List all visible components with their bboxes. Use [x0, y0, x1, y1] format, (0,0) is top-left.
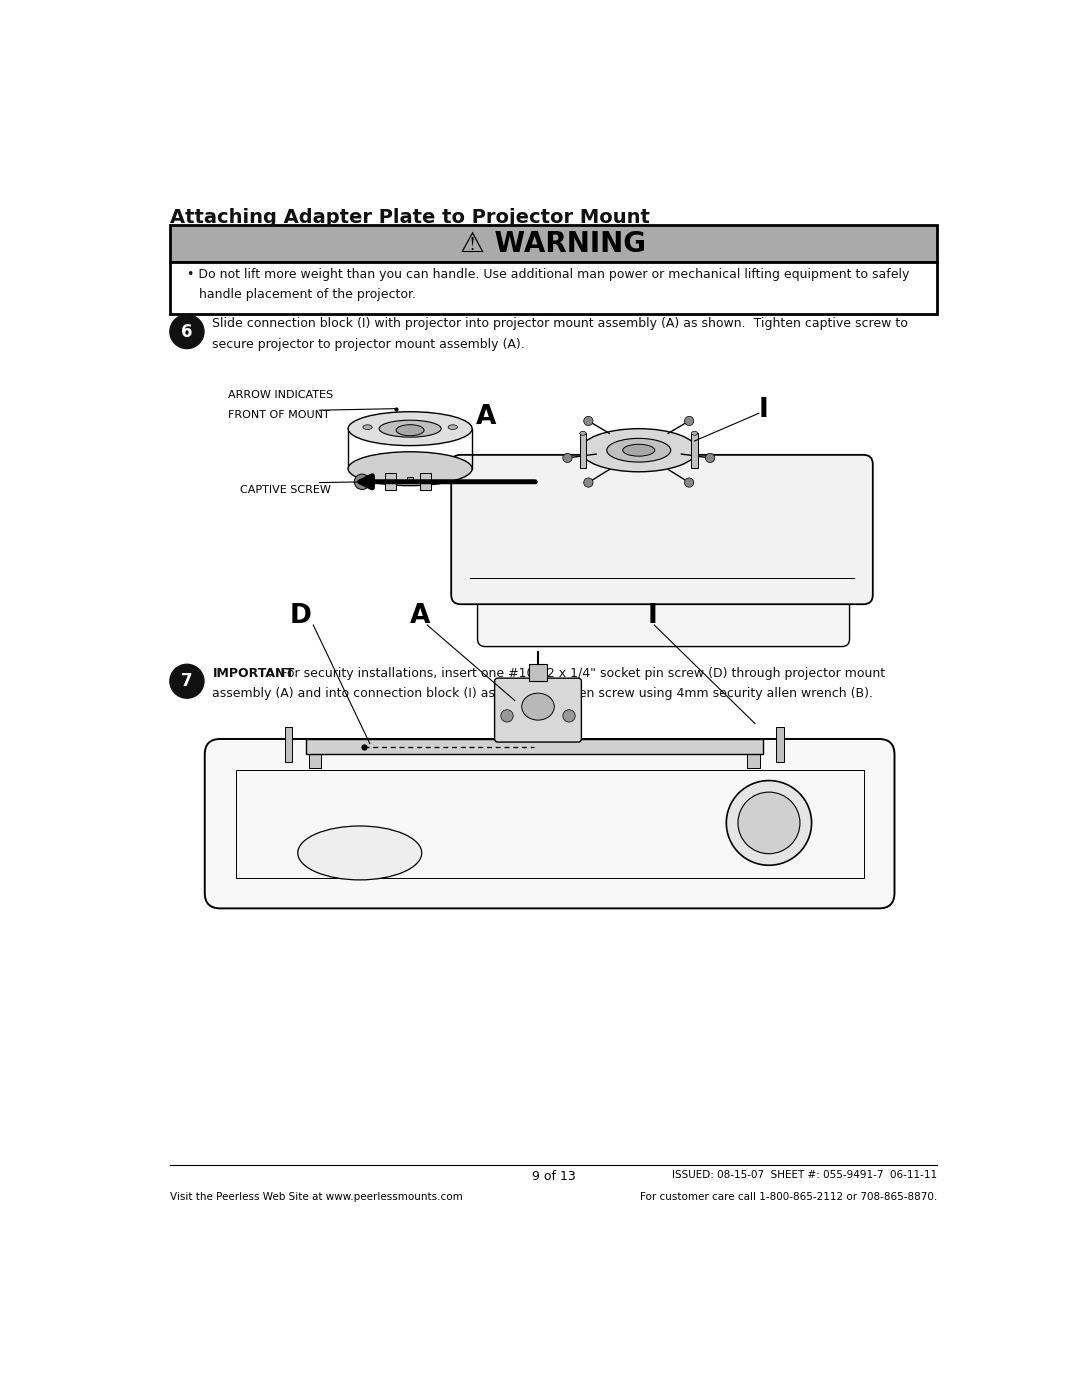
- Circle shape: [685, 478, 693, 488]
- FancyBboxPatch shape: [420, 472, 431, 489]
- FancyBboxPatch shape: [407, 478, 414, 483]
- FancyBboxPatch shape: [170, 261, 937, 314]
- Ellipse shape: [298, 826, 422, 880]
- Circle shape: [583, 478, 593, 488]
- Text: A: A: [410, 602, 431, 629]
- Ellipse shape: [607, 439, 671, 462]
- Text: secure projector to projector mount assembly (A).: secure projector to projector mount asse…: [213, 338, 525, 351]
- Circle shape: [563, 710, 576, 722]
- Text: ISSUED: 08-15-07  SHEET #: 055-9491-7  06-11-11: ISSUED: 08-15-07 SHEET #: 055-9491-7 06-…: [672, 1171, 937, 1180]
- Circle shape: [727, 781, 811, 865]
- Text: 6: 6: [181, 323, 192, 341]
- FancyBboxPatch shape: [386, 472, 396, 489]
- FancyBboxPatch shape: [529, 665, 548, 682]
- Text: For customer care call 1-800-865-2112 or 708-865-8870.: For customer care call 1-800-865-2112 or…: [639, 1192, 937, 1201]
- FancyBboxPatch shape: [580, 433, 586, 468]
- Text: Attaching Adapter Plate to Projector Mount: Attaching Adapter Plate to Projector Mou…: [170, 208, 650, 226]
- FancyBboxPatch shape: [451, 455, 873, 605]
- FancyBboxPatch shape: [747, 739, 759, 768]
- Text: CAPTIVE SCREW: CAPTIVE SCREW: [240, 485, 330, 495]
- Circle shape: [170, 665, 204, 698]
- FancyBboxPatch shape: [477, 580, 850, 647]
- Ellipse shape: [396, 425, 424, 436]
- FancyBboxPatch shape: [284, 728, 293, 763]
- Text: I: I: [759, 397, 769, 423]
- Circle shape: [501, 710, 513, 722]
- Text: IMPORTANT: IMPORTANT: [213, 666, 295, 679]
- Ellipse shape: [522, 693, 554, 719]
- Text: Slide connection block (I) with projector into projector mount assembly (A) as s: Slide connection block (I) with projecto…: [213, 317, 908, 330]
- FancyBboxPatch shape: [407, 478, 414, 483]
- Ellipse shape: [363, 425, 373, 429]
- Ellipse shape: [691, 432, 698, 436]
- Ellipse shape: [580, 432, 586, 436]
- Circle shape: [685, 416, 693, 426]
- Text: FRONT OF MOUNT: FRONT OF MOUNT: [228, 411, 329, 420]
- FancyBboxPatch shape: [309, 739, 321, 768]
- Text: 7: 7: [181, 672, 192, 690]
- Ellipse shape: [348, 451, 472, 486]
- FancyBboxPatch shape: [170, 225, 937, 261]
- Circle shape: [583, 416, 593, 426]
- Text: :  For security installations, insert one #10-32 x 1/4" socket pin screw (D) thr: : For security installations, insert one…: [268, 666, 886, 679]
- FancyBboxPatch shape: [306, 739, 762, 754]
- Ellipse shape: [581, 429, 697, 472]
- FancyBboxPatch shape: [775, 728, 784, 763]
- Text: handle placement of the projector.: handle placement of the projector.: [200, 288, 416, 300]
- FancyBboxPatch shape: [691, 433, 698, 468]
- Circle shape: [738, 792, 800, 854]
- FancyBboxPatch shape: [407, 478, 414, 483]
- Text: ⚠ WARNING: ⚠ WARNING: [460, 229, 647, 257]
- Text: Visit the Peerless Web Site at www.peerlessmounts.com: Visit the Peerless Web Site at www.peerl…: [170, 1192, 462, 1201]
- Ellipse shape: [448, 425, 458, 429]
- Text: D: D: [291, 602, 312, 629]
- Text: A: A: [476, 404, 497, 430]
- Ellipse shape: [348, 412, 472, 446]
- Ellipse shape: [623, 444, 654, 457]
- Text: 9 of 13: 9 of 13: [531, 1171, 576, 1183]
- Text: I: I: [648, 602, 658, 629]
- Circle shape: [354, 474, 369, 489]
- Text: ARROW INDICATES: ARROW INDICATES: [228, 390, 333, 400]
- Circle shape: [563, 453, 572, 462]
- Ellipse shape: [379, 420, 441, 437]
- Text: assembly (A) and into connection block (I) as shown. Tighten screw using 4mm sec: assembly (A) and into connection block (…: [213, 687, 874, 700]
- FancyBboxPatch shape: [205, 739, 894, 908]
- Text: • Do not lift more weight than you can handle. Use additional man power or mecha: • Do not lift more weight than you can h…: [187, 268, 909, 281]
- Circle shape: [170, 314, 204, 349]
- Circle shape: [705, 453, 715, 462]
- FancyBboxPatch shape: [495, 678, 581, 742]
- FancyBboxPatch shape: [407, 478, 414, 483]
